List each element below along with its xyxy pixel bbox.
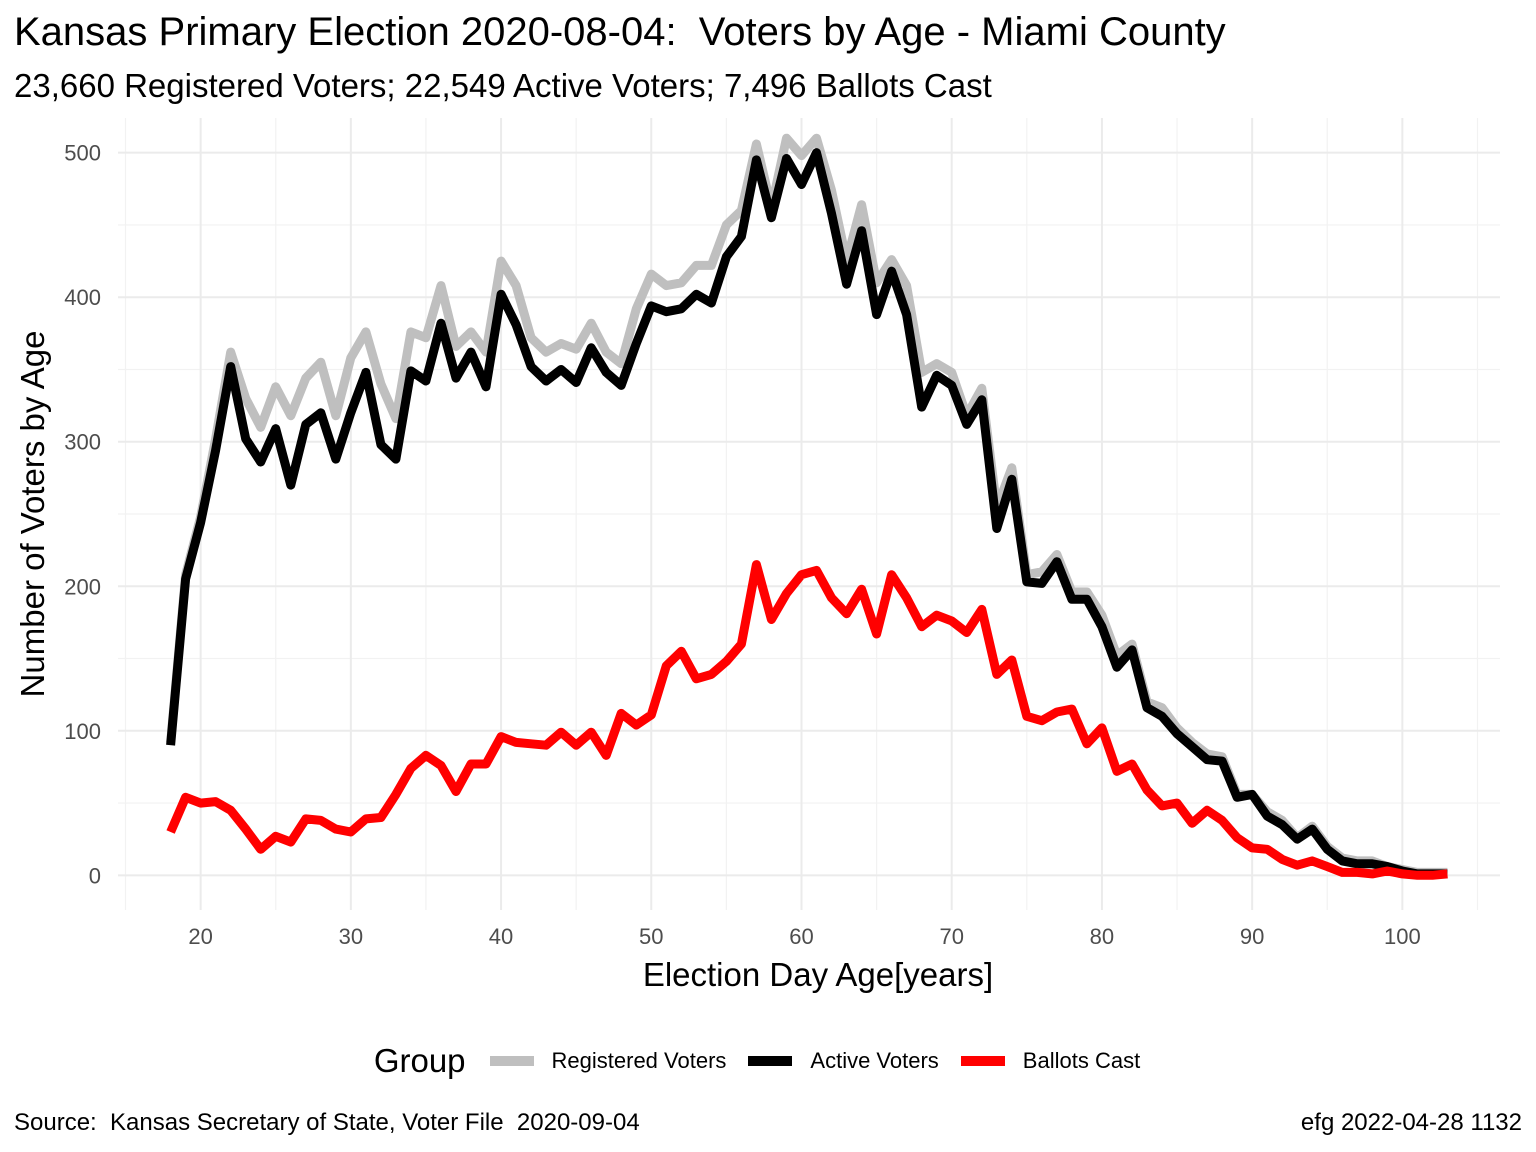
x-tick-label: 60: [789, 924, 813, 949]
legend-label-registered: Registered Voters: [551, 1048, 727, 1073]
y-tick-label: 200: [64, 574, 101, 599]
x-tick-label: 40: [489, 924, 513, 949]
author-caption: efg 2022-04-28 1132: [1300, 1109, 1522, 1136]
legend-key-ballots: [960, 1056, 1005, 1066]
grid: [118, 118, 1500, 910]
y-tick-label: 500: [64, 141, 101, 166]
series-line-active-voters: [166, 148, 1448, 879]
y-tick-label: 300: [64, 430, 101, 455]
legend-item-registered: Registered Voters: [489, 1048, 727, 1074]
series-line-ballots-cast: [166, 560, 1448, 880]
y-tick-label: 0: [89, 863, 101, 888]
x-tick-label: 50: [639, 924, 663, 949]
x-tick-label: 100: [1384, 924, 1421, 949]
x-tick-label: 90: [1240, 924, 1264, 949]
x-tick-label: 70: [939, 924, 963, 949]
legend: Group Registered Voters Active Voters Ba…: [0, 1036, 1536, 1086]
y-axis-title: Number of Voters by Age: [14, 331, 51, 698]
x-tick-label: 80: [1090, 924, 1114, 949]
legend-label-active: Active Voters: [810, 1048, 939, 1073]
legend-key-active: [748, 1056, 793, 1066]
x-axis-title: Election Day Age[years]: [643, 956, 993, 993]
legend-key-registered: [489, 1056, 534, 1066]
y-axis-ticks: 0 100 200 300 400 500: [64, 141, 101, 889]
legend-title: Group: [373, 1042, 466, 1079]
series-lines: [166, 133, 1448, 880]
x-tick-label: 30: [339, 924, 363, 949]
x-axis-ticks: 20 30 40 50 60 70 80 90 100: [188, 924, 1420, 949]
legend-item-active: Active Voters: [748, 1048, 939, 1074]
y-tick-label: 100: [64, 719, 101, 744]
line-chart: 0 100 200 300 400 500 20 30 40 50 60 70 80 90 100 Ele…: [14, 118, 1500, 993]
x-tick-label: 20: [188, 924, 212, 949]
source-caption: Source: Kansas Secretary of State, Voter…: [14, 1109, 640, 1136]
chart-title: Kansas Primary Election 2020-08-04: Vote…: [14, 10, 1226, 54]
y-tick-label: 400: [64, 285, 101, 310]
chart-subtitle: 23,660 Registered Voters; 22,549 Active …: [14, 67, 992, 104]
legend-item-ballots: Ballots Cast: [960, 1048, 1141, 1074]
legend-label-ballots: Ballots Cast: [1022, 1048, 1141, 1073]
series-line-registered-voters: [166, 133, 1448, 877]
